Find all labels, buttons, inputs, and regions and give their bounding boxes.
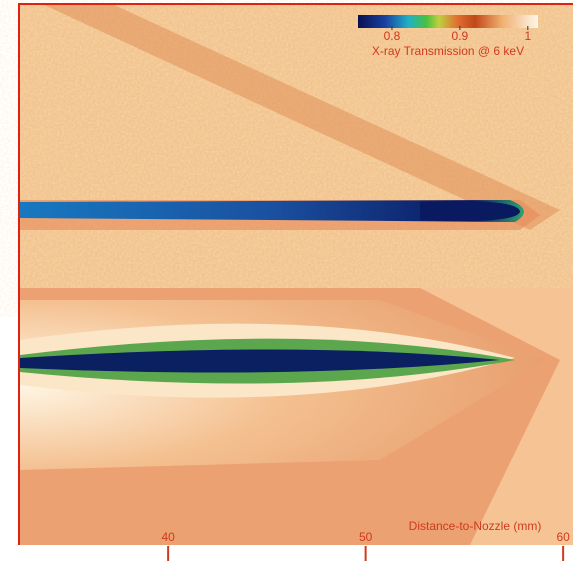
figure: X-ray Transmission @ 6 keV Distance-to-N… xyxy=(0,0,573,561)
x-tick-label: 40 xyxy=(161,530,175,544)
x-axis-label: Distance-to-Nozzle (mm) xyxy=(409,519,542,533)
colorbar xyxy=(358,15,538,28)
colorbar-tick-label: 1 xyxy=(524,29,531,43)
image xyxy=(18,3,573,545)
colorbar-label: X-ray Transmission @ 6 keV xyxy=(372,44,524,58)
colorbar-tick-label: 0.8 xyxy=(384,29,401,43)
x-tick-label: 60 xyxy=(556,530,570,544)
x-tick-label: 50 xyxy=(359,530,373,544)
colorbar-tick-label: 0.9 xyxy=(452,29,469,43)
